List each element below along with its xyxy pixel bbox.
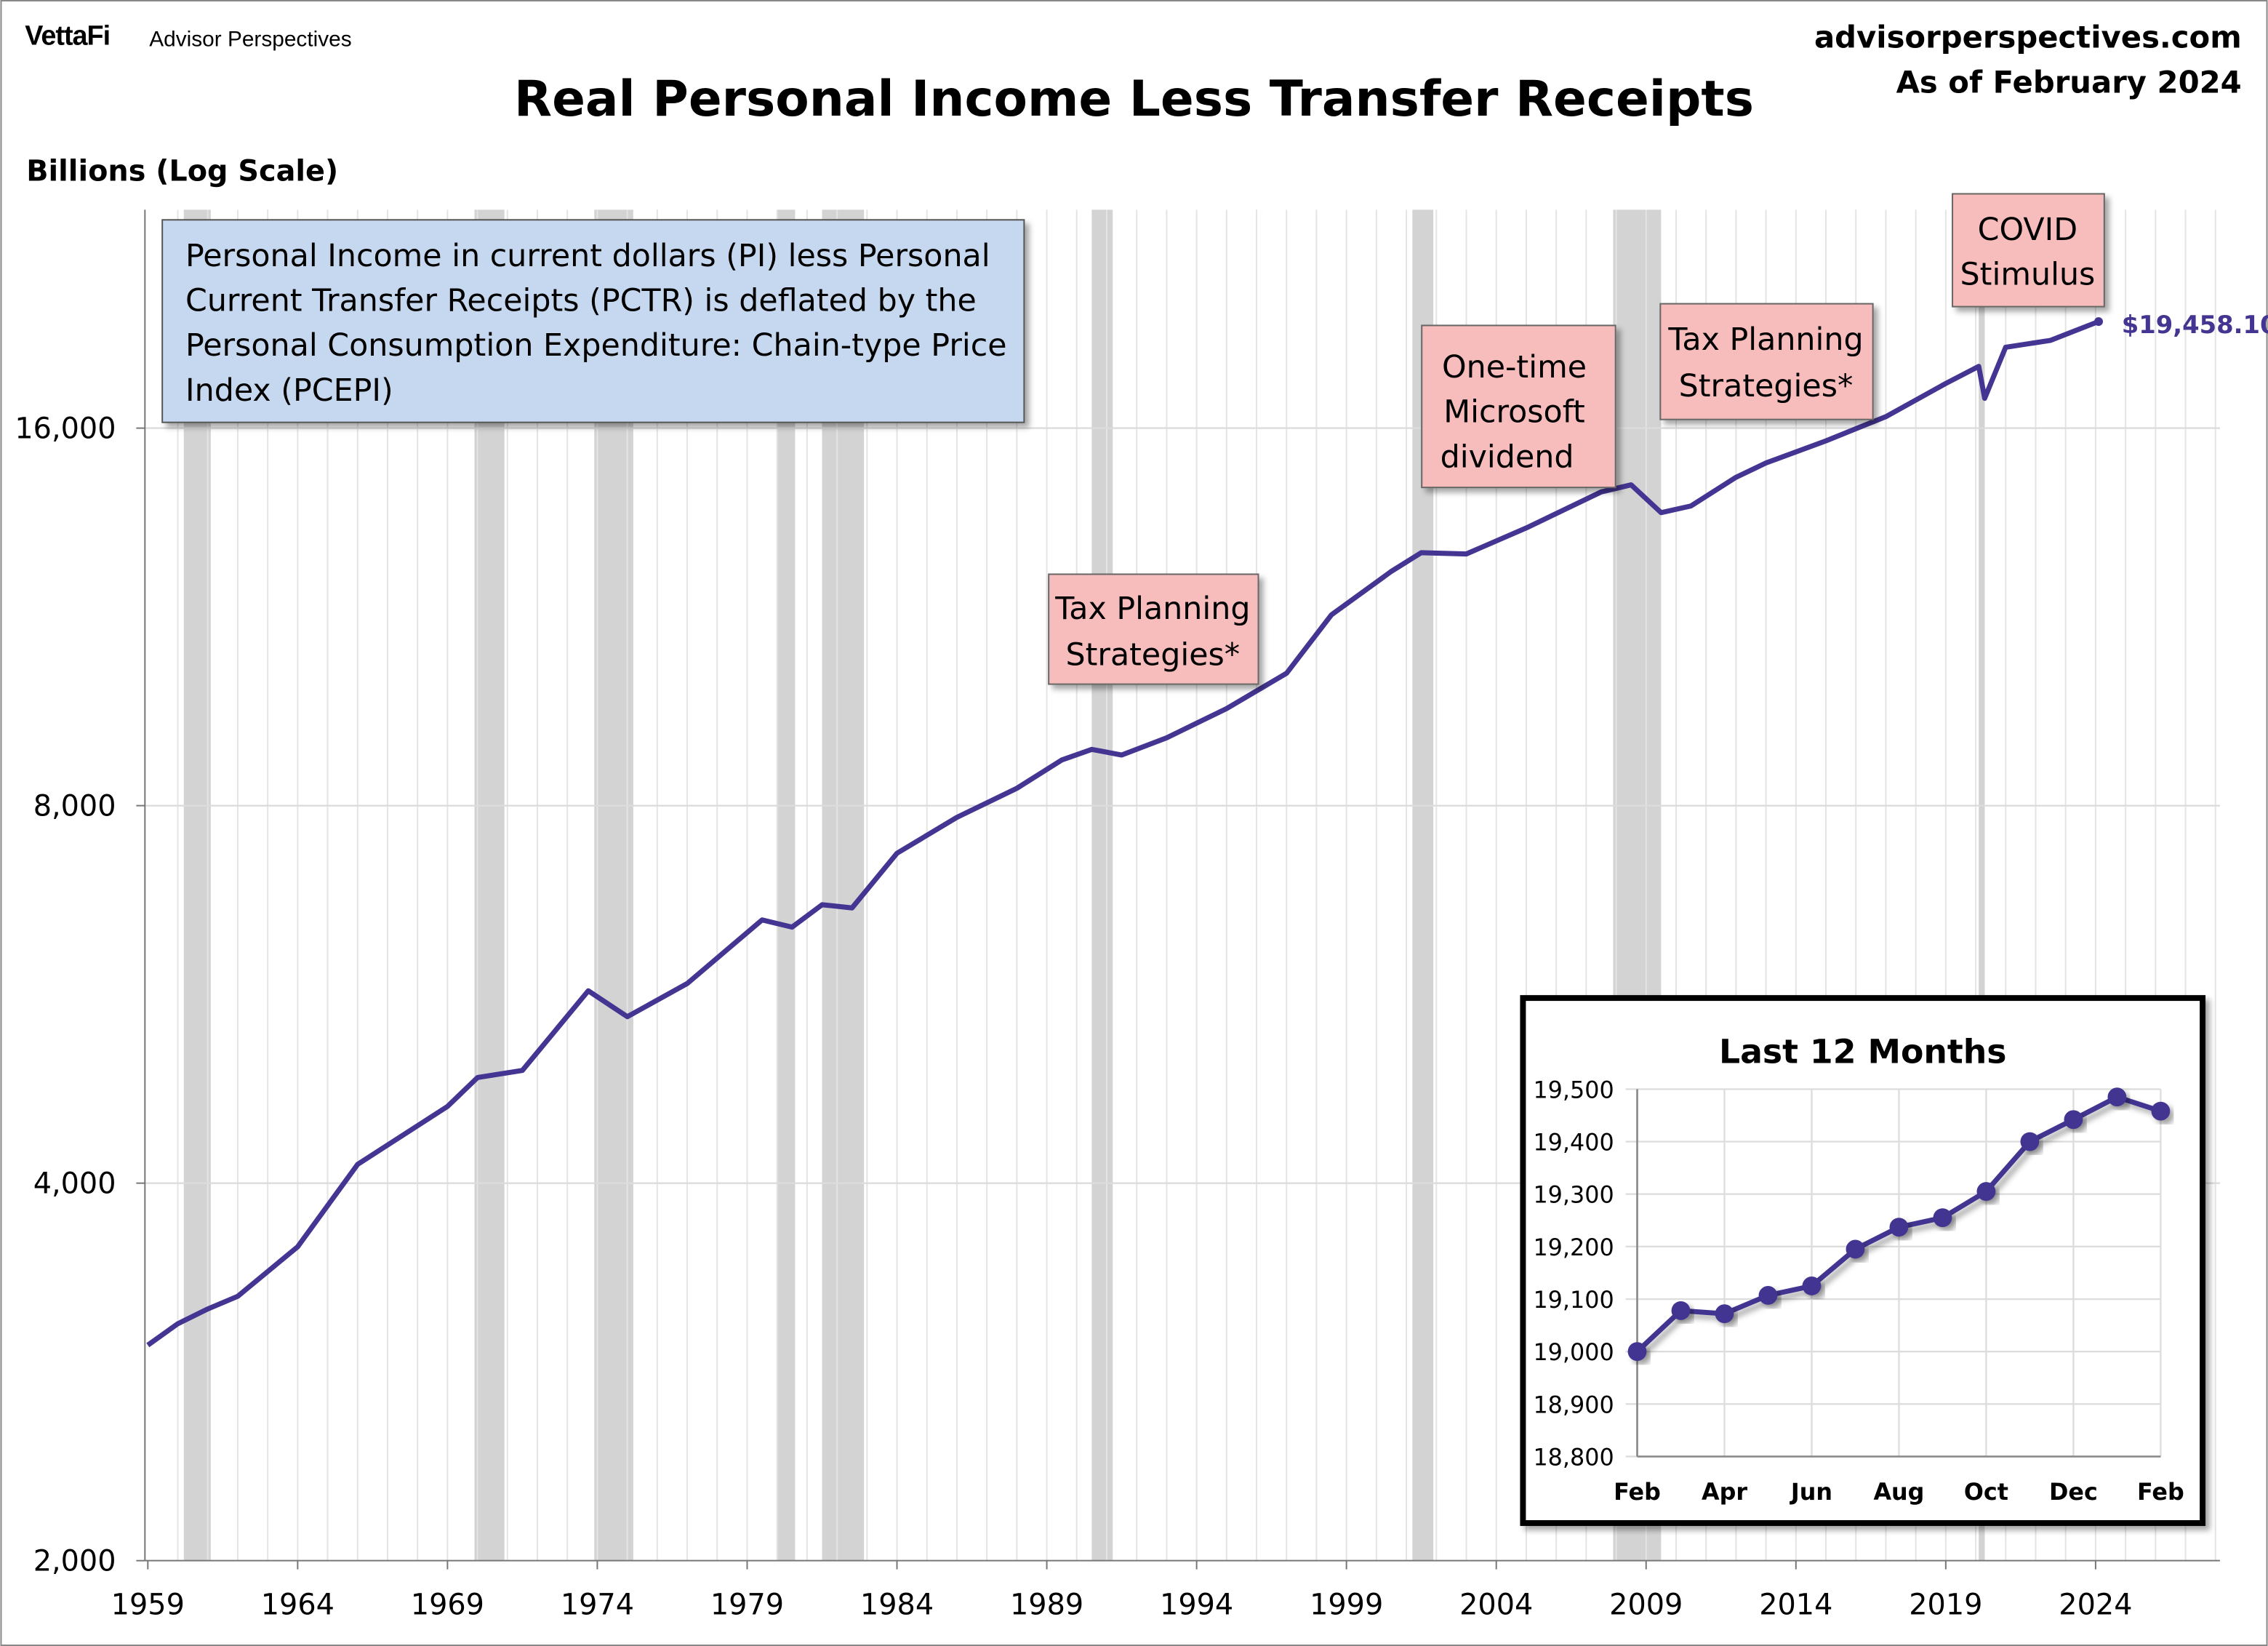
note-line: Current Transfer Receipts (PCTR) is defl…: [185, 283, 977, 319]
inset-data-point: [1889, 1218, 1909, 1237]
inset-data-point: [2064, 1110, 2083, 1130]
x-tick-label: 1964: [261, 1588, 334, 1621]
callout-covid-stimulus: COVID Stimulus: [1952, 193, 2105, 308]
callout-line: Strategies*: [1065, 637, 1240, 674]
inset-y-tick-label: 19,100: [1533, 1286, 1614, 1314]
axes: 2,000 4,000 8,000 16,000 1959 1964 1969 1974 197…: [15, 209, 2220, 1621]
y-tick-label: 4,000: [33, 1167, 116, 1201]
x-tick-label: 1999: [1310, 1588, 1383, 1621]
inset-y-tick-label: 18,900: [1533, 1391, 1614, 1418]
inset-x-tick-label: Aug: [1873, 1478, 1924, 1506]
recession-band: [474, 209, 505, 1561]
inset-data-point: [2151, 1101, 2171, 1121]
inset-data-point: [1715, 1304, 1734, 1324]
inset-data-point: [1933, 1208, 1952, 1228]
callout-microsoft-dividend: One-time Microsoft dividend: [1421, 324, 1616, 489]
inset-data-point: [2107, 1087, 2127, 1107]
recession-band: [1979, 209, 1985, 1561]
callout-line: COVID: [1978, 212, 2078, 248]
recession-band: [1091, 209, 1113, 1561]
inset-y-tick-label: 19,000: [1533, 1338, 1614, 1366]
y-tick-label: 16,000: [15, 412, 116, 446]
x-tick-label: 2004: [1459, 1588, 1533, 1621]
inset-data-point: [1758, 1286, 1778, 1305]
x-tick-label: 2014: [1759, 1588, 1832, 1621]
y-tick-label: 8,000: [33, 790, 116, 823]
callout-line: One-time: [1442, 349, 1587, 385]
x-tick-label: 1984: [860, 1588, 934, 1621]
inset-data-point: [1627, 1342, 1647, 1362]
x-tick-label: 2009: [1609, 1588, 1683, 1621]
inset-data-point: [1846, 1239, 1865, 1259]
x-tick-label: 1989: [1010, 1588, 1083, 1621]
note-box: [161, 219, 1025, 423]
x-tick-label: 1979: [710, 1588, 784, 1621]
series-line: [146, 319, 2100, 1348]
note-text: Personal Income in current dollars (PI) …: [185, 238, 1007, 409]
callout-line: Tax Planning: [1667, 321, 1863, 358]
site-url: advisorperspectives.com: [1814, 20, 2242, 55]
inset-data-point: [1802, 1277, 1822, 1295]
inset-y-tick-label: 19,300: [1533, 1181, 1614, 1209]
note-line: Personal Consumption Expenditure: Chain-…: [185, 327, 1007, 364]
as-of-date: As of February 2024: [1896, 64, 2242, 100]
callout-line: Tax Planning: [1054, 591, 1250, 627]
inset-y-tick-label: 19,400: [1533, 1128, 1614, 1156]
callout-tax-planning-2012: Tax Planning Strategies*: [1659, 303, 1874, 420]
inset-data-point: [1671, 1301, 1691, 1320]
recession-band: [777, 209, 796, 1561]
y-tick-label: 2,000: [33, 1545, 116, 1578]
inset-x-tick-label: Feb: [1614, 1478, 1661, 1506]
end-point: [2094, 317, 2103, 327]
x-tick-label: 1994: [1160, 1588, 1233, 1621]
callout-tax-planning-1990s: Tax Planning Strategies*: [1048, 573, 1259, 685]
inset-y-tick-label: 19,200: [1533, 1234, 1614, 1261]
end-value-label: $19,458.10: [2122, 311, 2268, 339]
callout-line: Stimulus: [1960, 257, 2096, 293]
x-tick-label: 1974: [561, 1588, 634, 1621]
x-tick-label: 2024: [2059, 1588, 2132, 1621]
inset-data-point: [2020, 1132, 2040, 1151]
inset-y-tick-label: 18,800: [1533, 1443, 1614, 1471]
inset-chart: Last 12 Months 18,800 18,900 19,000 19,100 1…: [1520, 995, 2206, 1526]
inset-x-tick-label: Jun: [1790, 1478, 1832, 1506]
note-line: Index (PCEPI): [185, 372, 393, 409]
inset-x-tick-label: Apr: [1702, 1478, 1747, 1506]
recession-band: [822, 209, 865, 1561]
callout-line: Strategies*: [1679, 368, 1854, 404]
vettafi-logo: VettaFi: [25, 21, 111, 52]
callout-line: dividend: [1440, 439, 1574, 475]
note-line: Personal Income in current dollars (PI) …: [185, 238, 990, 274]
inset-x-tick-label: Dec: [2049, 1478, 2098, 1506]
x-tick-label: 1959: [111, 1588, 185, 1621]
chart-title: Real Personal Income Less Transfer Recei…: [514, 70, 1754, 127]
inset-y-tick-label: 19,500: [1533, 1076, 1614, 1103]
inset-data-point: [1976, 1182, 1996, 1202]
callout-line: Microsoft: [1443, 394, 1585, 431]
brand-name: Advisor Perspectives: [149, 28, 351, 52]
recession-band: [183, 209, 211, 1561]
y-axis-label: Billions (Log Scale): [26, 155, 338, 188]
inset-title: Last 12 Months: [1719, 1033, 2007, 1071]
inset-x-tick-label: Oct: [1964, 1478, 2008, 1506]
x-tick-label: 1969: [411, 1588, 484, 1621]
logo-text: VettaFi: [25, 21, 110, 52]
x-tick-label: 2019: [1909, 1588, 1982, 1621]
inset-x-tick-label: Feb: [2137, 1478, 2184, 1506]
